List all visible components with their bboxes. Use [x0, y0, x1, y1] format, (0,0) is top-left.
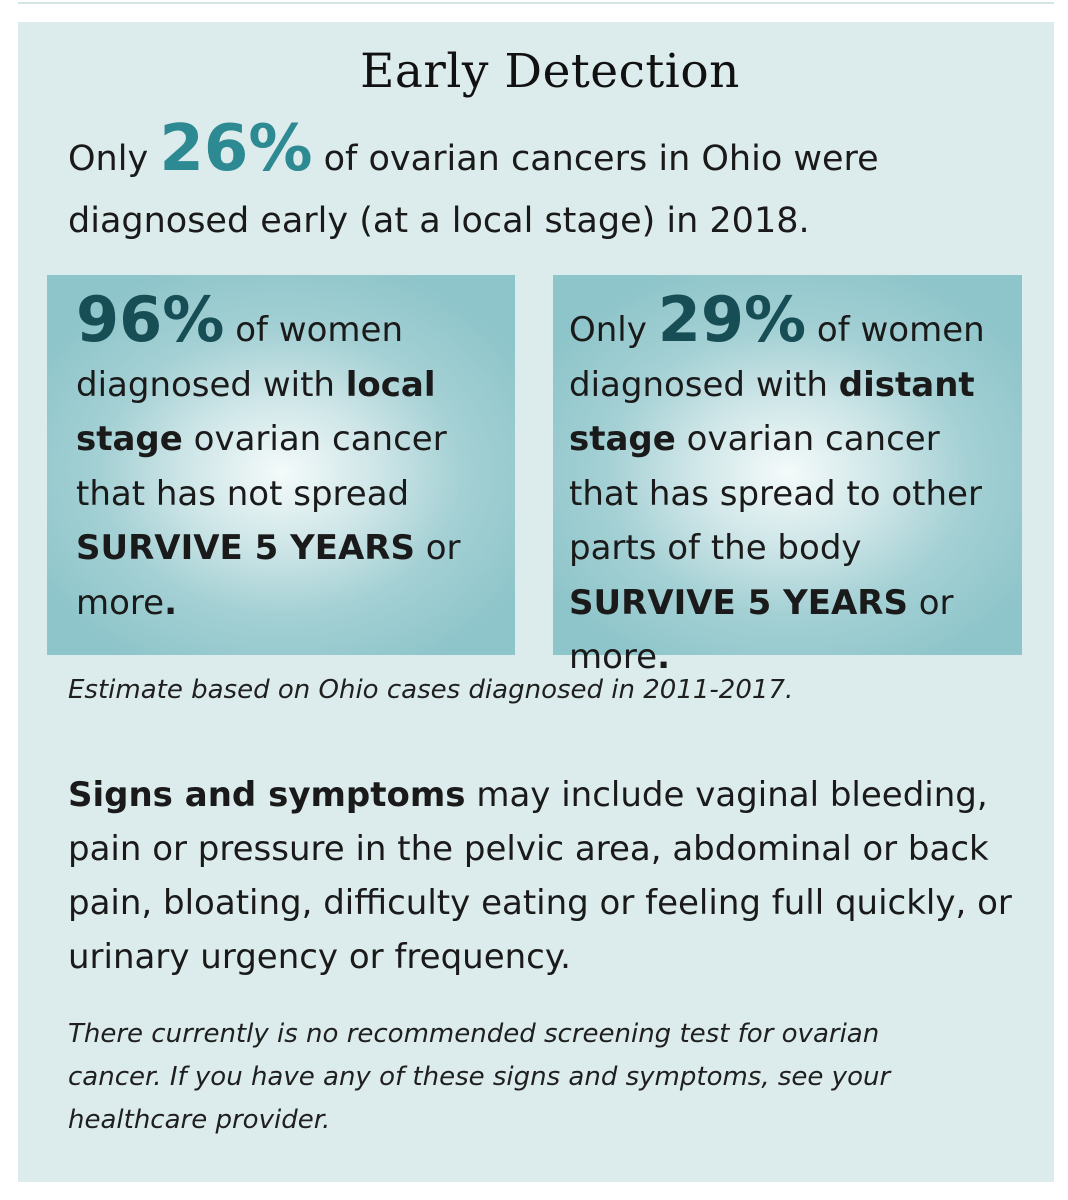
intro-lead: Only — [68, 139, 149, 179]
local-percent: 96% — [76, 283, 225, 356]
estimate-note: Estimate based on Ohio cases diagnosed i… — [68, 675, 794, 705]
distant-survive-label: SURVIVE 5 YEARS — [569, 582, 908, 623]
distant-text-a: of women diagnosed with — [569, 310, 985, 405]
distant-lead: Only — [569, 310, 647, 350]
local-text-a: of women diagnosed with — [76, 310, 403, 405]
local-text-c: or more — [76, 528, 461, 623]
distant-text-b: ovarian cancer that has spread to other … — [569, 419, 982, 568]
screening-note: There currently is no recommended screen… — [68, 1019, 891, 1135]
distant-percent: 29% — [657, 283, 807, 356]
intro-statement: Only 26% of ovarian cancers in Ohio were… — [68, 117, 1048, 252]
distant-stage-box: Only 29% of women diagnosed with distant… — [553, 275, 1022, 677]
page-title: Early Detection — [360, 44, 740, 99]
signs-paragraph: Signs and symptoms may include vaginal b… — [68, 768, 1048, 984]
local-survive-label: SURVIVE 5 YEARS — [76, 528, 415, 568]
intro-text: of ovarian cancers in Ohio were diagnose… — [68, 139, 879, 241]
local-stage-label: local stage — [76, 364, 436, 460]
distant-period: . — [657, 637, 670, 677]
local-stage-box: 96% of women diagnosed with local stage … — [47, 275, 515, 655]
distant-stage-label: distant stage — [569, 364, 975, 460]
top-rule — [18, 2, 1054, 4]
signs-label: Signs and symptoms — [68, 775, 466, 815]
distant-text-c: or more — [569, 582, 954, 678]
local-period: . — [164, 582, 177, 623]
local-text-b: ovarian cancer that has not spread — [76, 419, 447, 514]
signs-text: may include vaginal bleeding, pain or pr… — [68, 775, 1012, 977]
intro-percent: 26% — [159, 112, 313, 186]
